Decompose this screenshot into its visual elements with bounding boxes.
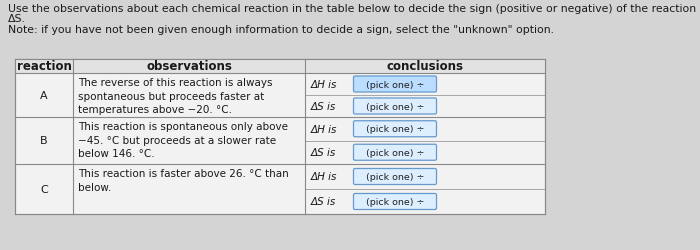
- Text: ΔS is: ΔS is: [311, 148, 336, 158]
- FancyBboxPatch shape: [354, 77, 437, 93]
- Text: ΔH is: ΔH is: [311, 80, 337, 90]
- FancyBboxPatch shape: [354, 98, 437, 114]
- Text: ΔS is: ΔS is: [311, 197, 336, 207]
- FancyBboxPatch shape: [354, 145, 437, 160]
- Text: (pick one) ÷: (pick one) ÷: [366, 102, 424, 111]
- Text: This reaction is faster above 26. °C than
below.: This reaction is faster above 26. °C tha…: [78, 168, 288, 192]
- FancyBboxPatch shape: [354, 121, 437, 137]
- Text: A: A: [40, 91, 48, 101]
- Text: reaction: reaction: [17, 60, 71, 73]
- Text: (pick one) ÷: (pick one) ÷: [366, 125, 424, 134]
- Text: The reverse of this reaction is always
spontaneous but proceeds faster at
temper: The reverse of this reaction is always s…: [78, 78, 272, 115]
- Text: C: C: [40, 184, 48, 194]
- Text: ΔS.: ΔS.: [8, 14, 26, 24]
- Text: conclusions: conclusions: [386, 60, 463, 73]
- FancyBboxPatch shape: [354, 194, 437, 210]
- Text: observations: observations: [146, 60, 232, 73]
- Bar: [15, 60, 545, 214]
- Text: B: B: [40, 136, 48, 146]
- Text: (pick one) ÷: (pick one) ÷: [366, 172, 424, 181]
- Text: (pick one) ÷: (pick one) ÷: [366, 80, 424, 89]
- Text: This reaction is spontaneous only above
−45. °C but proceeds at a slower rate
be: This reaction is spontaneous only above …: [78, 122, 288, 158]
- Text: (pick one) ÷: (pick one) ÷: [366, 197, 424, 206]
- Text: ΔS is: ΔS is: [311, 102, 336, 112]
- Text: ΔH is: ΔH is: [311, 172, 337, 182]
- Bar: [15, 60, 545, 74]
- Text: (pick one) ÷: (pick one) ÷: [366, 148, 424, 157]
- Text: ΔH is: ΔH is: [311, 124, 337, 134]
- Text: Note: if you have not been given enough information to decide a sign, select the: Note: if you have not been given enough …: [8, 25, 554, 35]
- FancyBboxPatch shape: [354, 169, 437, 185]
- Text: Use the observations about each chemical reaction in the table below to decide t: Use the observations about each chemical…: [8, 4, 700, 14]
